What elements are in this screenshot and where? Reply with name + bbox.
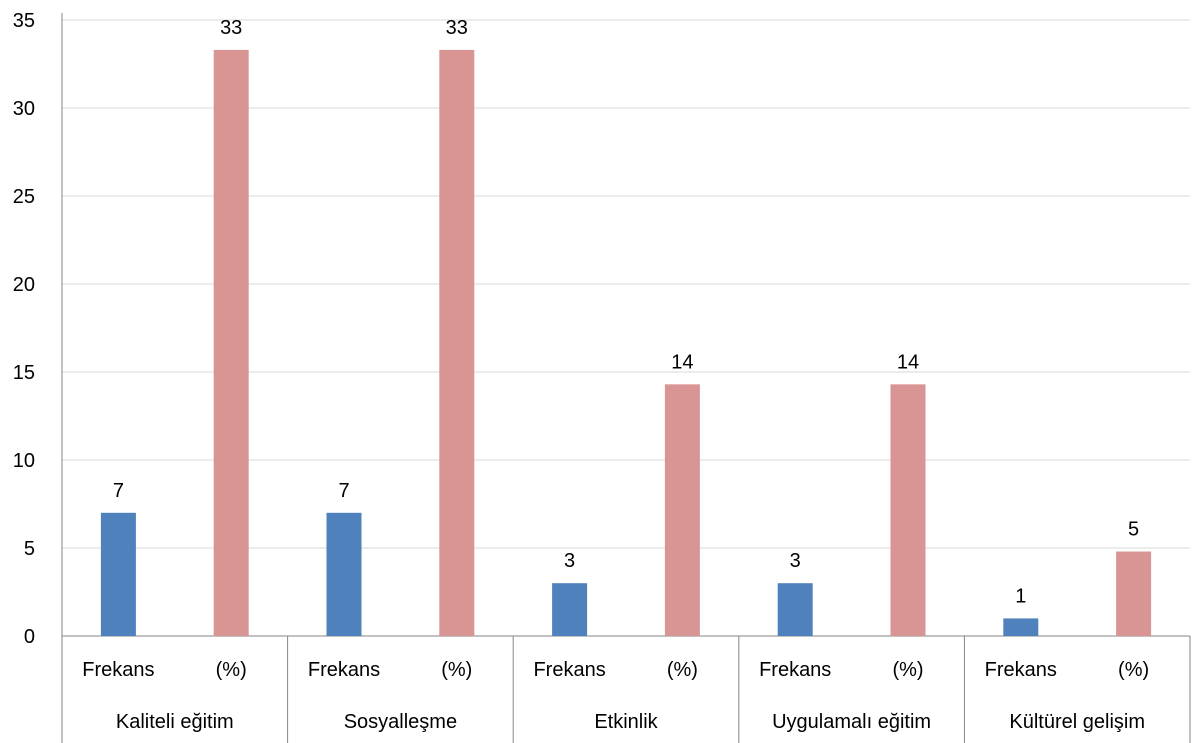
y-tick-label: 20 bbox=[13, 274, 35, 296]
x-subcategory-label: Frekans bbox=[82, 659, 154, 681]
bar-frekans bbox=[100, 512, 136, 636]
data-label: 14 bbox=[897, 351, 919, 373]
y-tick-label: 15 bbox=[13, 362, 35, 384]
data-label: 7 bbox=[113, 480, 124, 502]
x-category-label: Kaliteli eğitim bbox=[116, 711, 234, 733]
x-category-label: Etkinlik bbox=[594, 711, 658, 733]
x-subcategory-label: (%) bbox=[441, 659, 472, 681]
data-label: 33 bbox=[220, 17, 242, 39]
bar-frekans bbox=[777, 583, 813, 636]
data-label: 14 bbox=[671, 351, 693, 373]
bar-frekans bbox=[326, 512, 362, 636]
bar-percent bbox=[664, 384, 700, 636]
bar-frekans bbox=[552, 583, 588, 636]
bar-percent bbox=[890, 384, 926, 636]
x-subcategory-label: (%) bbox=[667, 659, 698, 681]
x-subcategory-label: Frekans bbox=[308, 659, 380, 681]
data-label: 33 bbox=[446, 17, 468, 39]
bar-frekans bbox=[1003, 618, 1039, 636]
y-tick-label: 25 bbox=[13, 186, 35, 208]
y-tick-label: 10 bbox=[13, 450, 35, 472]
x-subcategory-label: Frekans bbox=[759, 659, 831, 681]
data-label: 3 bbox=[564, 550, 575, 572]
x-subcategory-label: (%) bbox=[1118, 659, 1149, 681]
bar-percent bbox=[439, 49, 475, 637]
x-subcategory-label: Frekans bbox=[985, 659, 1057, 681]
data-label: 7 bbox=[338, 480, 349, 502]
x-category-label: Sosyalleşme bbox=[344, 711, 457, 733]
y-tick-label: 5 bbox=[24, 538, 35, 560]
x-category-label: Kültürel gelişim bbox=[1009, 711, 1145, 733]
y-tick-label: 35 bbox=[13, 10, 35, 32]
x-subcategory-label: Frekans bbox=[533, 659, 605, 681]
data-label: 5 bbox=[1128, 519, 1139, 541]
x-subcategory-label: (%) bbox=[216, 659, 247, 681]
y-tick-label: 0 bbox=[24, 626, 35, 648]
data-label: 3 bbox=[790, 550, 801, 572]
data-label: 1 bbox=[1015, 585, 1026, 607]
x-subcategory-label: (%) bbox=[892, 659, 923, 681]
bar-percent bbox=[213, 49, 249, 637]
bar-percent bbox=[1116, 551, 1152, 636]
x-category-label: Uygulamalı eğitim bbox=[772, 711, 931, 733]
y-tick-label: 30 bbox=[13, 98, 35, 120]
